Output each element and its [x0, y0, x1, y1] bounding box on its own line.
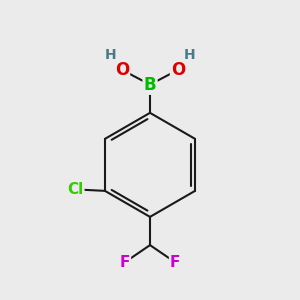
- Text: H: H: [105, 48, 116, 62]
- Text: Cl: Cl: [67, 182, 83, 197]
- Text: F: F: [119, 255, 130, 270]
- Text: F: F: [170, 255, 181, 270]
- Text: O: O: [115, 61, 129, 79]
- Text: B: B: [144, 76, 156, 94]
- Text: H: H: [184, 48, 195, 62]
- Text: O: O: [171, 61, 185, 79]
